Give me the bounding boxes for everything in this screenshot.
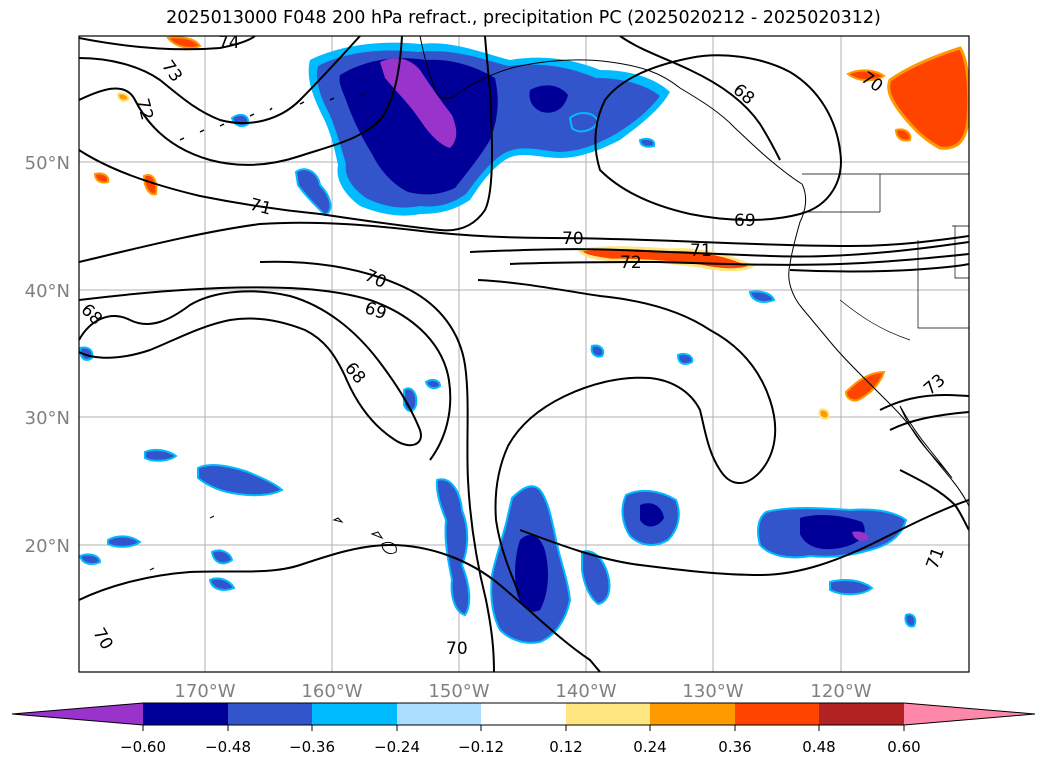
anomaly-region-northeast xyxy=(887,46,969,150)
colorbar-tick-label: −0.36 xyxy=(289,738,335,756)
coastline-baja xyxy=(899,405,953,479)
contour-label: 71 xyxy=(690,241,712,261)
colorbar-segment xyxy=(566,703,650,725)
lon-tick-label: 160°W xyxy=(301,681,362,702)
contour-72-east xyxy=(509,253,969,266)
contour-label: 69 xyxy=(734,211,756,231)
colorbar-tick-label: 0.60 xyxy=(887,738,920,756)
colorbar-segment xyxy=(650,703,735,725)
lat-tick-label: 20°N xyxy=(25,536,70,557)
contour-74 xyxy=(79,36,256,51)
map-border xyxy=(78,35,970,673)
lon-tick-label: 150°W xyxy=(428,681,489,702)
contour-68-north xyxy=(619,36,781,161)
contour-label: 70 xyxy=(446,639,468,659)
contour-70-south xyxy=(79,543,601,672)
colorbar-tick-label: −0.48 xyxy=(205,738,251,756)
lon-tick-label: 130°W xyxy=(682,681,743,702)
hawaii-islands xyxy=(149,515,397,571)
coastline-north-america xyxy=(788,183,969,507)
coastline-alaska xyxy=(419,36,803,185)
contour-70-east-loop xyxy=(477,279,777,597)
lon-tick-labels: 170°W 160°W 150°W 140°W 130°W 120°W xyxy=(174,681,871,702)
colorbar-extend-high xyxy=(904,703,1035,725)
colorbar-tick-label: −0.60 xyxy=(120,738,166,756)
contour-68-central xyxy=(79,290,422,447)
state-borders xyxy=(802,173,969,341)
contour-70-north xyxy=(79,221,969,263)
map-title: 2025013000 F048 200 hPa refract., precip… xyxy=(166,8,881,28)
colorbar-segment xyxy=(312,703,397,725)
colorbar-tick-label: 0.48 xyxy=(802,738,835,756)
contour-70-west xyxy=(259,260,495,672)
colorbar: −0.60 −0.48 −0.36 −0.24 −0.12 0.12 0.24 … xyxy=(11,702,1036,756)
colorbar-tick-label: −0.12 xyxy=(458,738,504,756)
contour-label: 70 xyxy=(562,229,584,249)
lat-tick-label: 50°N xyxy=(25,153,70,174)
colorbar-tick-label: 0.36 xyxy=(718,738,751,756)
lon-tick-label: 170°W xyxy=(174,681,235,702)
contour-72 xyxy=(79,36,403,166)
contour-label: 72 xyxy=(620,253,642,273)
colorbar-extend-low xyxy=(12,703,143,725)
colorbar-tick-label: −0.24 xyxy=(374,738,420,756)
contour-74-se xyxy=(889,411,969,431)
refractivity-contours xyxy=(79,36,969,672)
contour-71-south xyxy=(519,499,969,577)
colorbar-segment xyxy=(819,703,904,725)
contour-73-east xyxy=(789,263,969,273)
contour-71-east xyxy=(469,241,969,258)
colorbar-segment xyxy=(481,703,566,725)
contour-label: 74 xyxy=(218,33,240,53)
contour-73 xyxy=(79,36,361,124)
contour-69-north xyxy=(594,54,842,221)
colorbar-segment xyxy=(143,703,228,725)
contour-69-west xyxy=(79,286,452,461)
colorbar-segment xyxy=(735,703,819,725)
contour-73-se xyxy=(879,393,969,411)
positive-anomaly-regions xyxy=(93,36,969,420)
coastlines xyxy=(149,36,969,571)
lat-tick-label: 30°N xyxy=(25,408,70,429)
lat-tick-label: 40°N xyxy=(25,281,70,302)
lon-tick-label: 140°W xyxy=(555,681,616,702)
colorbar-segment xyxy=(397,703,481,725)
colorbar-segment xyxy=(228,703,312,725)
lat-tick-labels: 50°N 40°N 30°N 20°N xyxy=(25,153,70,557)
lon-tick-label: 120°W xyxy=(810,681,871,702)
colorbar-tick-label: 0.24 xyxy=(633,738,666,756)
colorbar-tick-label: 0.12 xyxy=(549,738,582,756)
contour-71-se xyxy=(899,469,969,531)
aleutian-islands xyxy=(179,93,365,141)
contour-71 xyxy=(79,36,494,232)
